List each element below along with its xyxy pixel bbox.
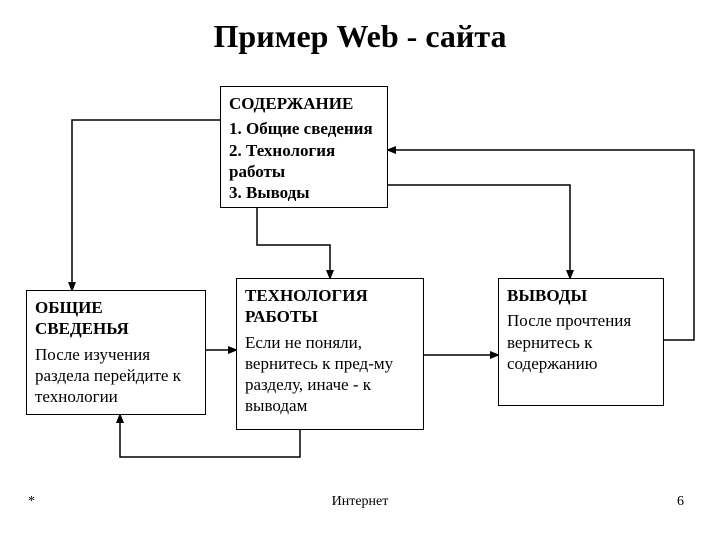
node-contents: СОДЕРЖАНИЕ 1. Общие сведения 2. Технолог… bbox=[220, 86, 388, 208]
node-technology-body: Если не поняли, вернитесь к пред-му разд… bbox=[245, 332, 415, 417]
slide-title: Пример Web - сайта bbox=[0, 18, 720, 55]
edge-contents-to-conclusions bbox=[388, 185, 570, 278]
edge-contents-to-technology bbox=[257, 208, 330, 278]
node-contents-body: 1. Общие сведения 2. Технология работы 3… bbox=[229, 118, 379, 203]
node-conclusions: ВЫВОДЫ После прочтения вернитесь к содер… bbox=[498, 278, 664, 406]
edges-layer bbox=[0, 0, 720, 540]
edge-contents-to-general bbox=[72, 120, 220, 290]
footer-asterisk: * bbox=[28, 494, 35, 510]
node-conclusions-title: ВЫВОДЫ bbox=[507, 285, 655, 306]
node-general: ОБЩИЕ СВЕДЕНЬЯ После изучения раздела пе… bbox=[26, 290, 206, 415]
page-number: 6 bbox=[677, 494, 684, 510]
node-general-body: После изучения раздела перейдите к техно… bbox=[35, 344, 197, 408]
node-conclusions-body: После прочтения вернитесь к содержанию bbox=[507, 310, 655, 374]
node-contents-title: СОДЕРЖАНИЕ bbox=[229, 93, 379, 114]
footer-label: Интернет bbox=[332, 494, 389, 510]
node-technology: ТЕХНОЛОГИЯ РАБОТЫ Если не поняли, вернит… bbox=[236, 278, 424, 430]
node-general-title: ОБЩИЕ СВЕДЕНЬЯ bbox=[35, 297, 197, 340]
node-technology-title: ТЕХНОЛОГИЯ РАБОТЫ bbox=[245, 285, 415, 328]
